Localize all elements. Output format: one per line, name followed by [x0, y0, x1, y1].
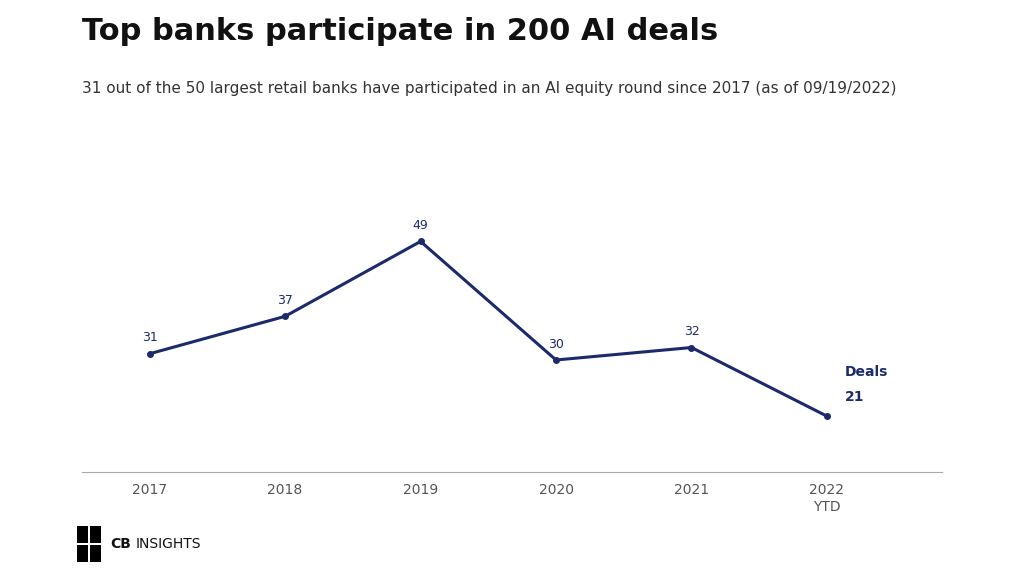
Text: 21: 21 [845, 390, 864, 404]
Bar [77, 526, 88, 543]
Text: 49: 49 [413, 219, 428, 232]
Text: 31 out of the 50 largest retail banks have participated in an AI equity round si: 31 out of the 50 largest retail banks ha… [82, 81, 896, 96]
Text: 32: 32 [684, 325, 699, 338]
Bar [90, 526, 100, 543]
Text: Deals: Deals [845, 365, 888, 379]
Bar [77, 545, 88, 562]
Text: INSIGHTS: INSIGHTS [135, 537, 201, 551]
Bar [90, 545, 100, 562]
Text: CB: CB [111, 537, 131, 551]
Text: 37: 37 [278, 294, 293, 307]
Text: 31: 31 [141, 331, 158, 344]
Text: Top banks participate in 200 AI deals: Top banks participate in 200 AI deals [82, 17, 718, 46]
Text: 30: 30 [548, 338, 564, 351]
